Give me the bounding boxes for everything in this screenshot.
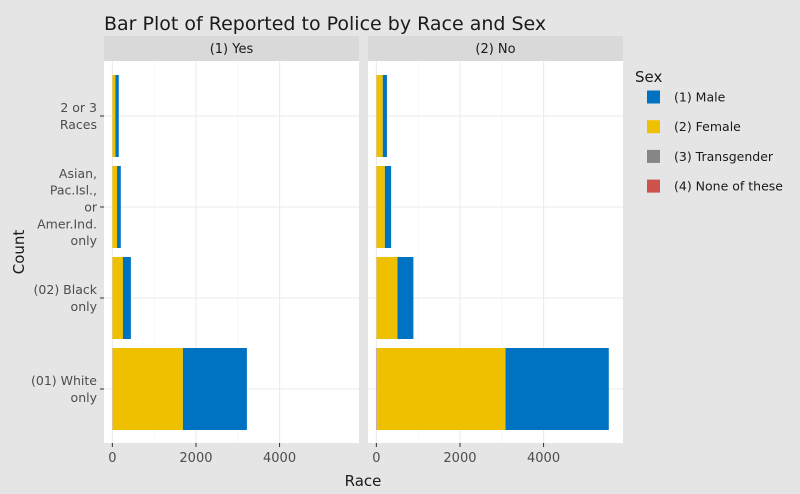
bars-yes — [112, 75, 247, 430]
legend-label-4: (4) None of these — [674, 179, 783, 194]
legend-key-3 — [647, 149, 660, 163]
y-tick-label: 2 or 3 Races — [60, 100, 97, 132]
bar-yes-3-2-female — [112, 75, 116, 157]
x-tick-label: 0 — [372, 451, 380, 466]
facet-strip-yes — [104, 36, 359, 61]
facet-strip-no — [368, 36, 623, 61]
y-axis: (01) White only (02) Black only Asian, Pac.Is… — [31, 100, 104, 405]
facet-panel-no: (2) No — [368, 36, 623, 443]
bar-no-2-1-male — [384, 166, 392, 248]
legend-title: Sex — [635, 68, 662, 86]
bar-yes-1-1-male — [122, 257, 131, 339]
legend-key-4 — [647, 179, 660, 193]
bar-no-0-1-male — [505, 348, 609, 430]
bar-yes-3-1-male — [115, 75, 119, 157]
bar-no-0-2-female — [377, 348, 506, 430]
legend: Sex (1) Male (2) Female (3) Transgender (4)… — [635, 68, 783, 194]
x-axis-title: Race — [345, 472, 382, 490]
y-tick-label: (02) Black only — [34, 282, 98, 314]
y-tick-label: Asian, Pac.Isl., or Amer.Ind. only — [37, 166, 98, 248]
facet-strip-label-yes: (1) Yes — [210, 42, 254, 57]
legend-key-1 — [647, 90, 660, 104]
bars-no — [376, 75, 609, 430]
legend-label-2: (2) Female — [674, 119, 741, 134]
bar-yes-2-1-male — [117, 166, 121, 248]
bar-no-2-2-female — [376, 166, 385, 248]
bar-no-3-1-male — [382, 75, 387, 157]
legend-label-3: (3) Transgender — [674, 149, 774, 164]
bar-yes-2-2-female — [112, 166, 118, 248]
x-tick-label: 2000 — [179, 451, 212, 466]
bar-no-0-3-transgender — [376, 348, 378, 430]
bar-yes-1-2-female — [112, 257, 123, 339]
bar-no-1-2-female — [376, 257, 398, 339]
x-tick-label: 4000 — [263, 451, 296, 466]
x-axis: 0 2000 4000 0 2000 4000 — [108, 443, 560, 466]
x-tick-label: 4000 — [527, 451, 560, 466]
legend-key-2 — [647, 120, 660, 134]
bar-yes-0-1-male — [182, 348, 247, 430]
y-tick-label: (01) White only — [31, 373, 98, 405]
bar-no-3-2-female — [376, 75, 383, 157]
bar-yes-0-2-female — [112, 348, 183, 430]
facet-panel-yes: (1) Yes — [104, 36, 359, 443]
chart-title: Bar Plot of Reported to Police by Race a… — [104, 13, 546, 35]
x-tick-label: 2000 — [443, 451, 476, 466]
facet-strip-label-no: (2) No — [475, 42, 515, 57]
bar-no-1-1-male — [397, 257, 414, 339]
y-axis-title: Count — [10, 230, 28, 275]
x-tick-label: 0 — [108, 451, 116, 466]
legend-label-1: (1) Male — [674, 90, 726, 105]
